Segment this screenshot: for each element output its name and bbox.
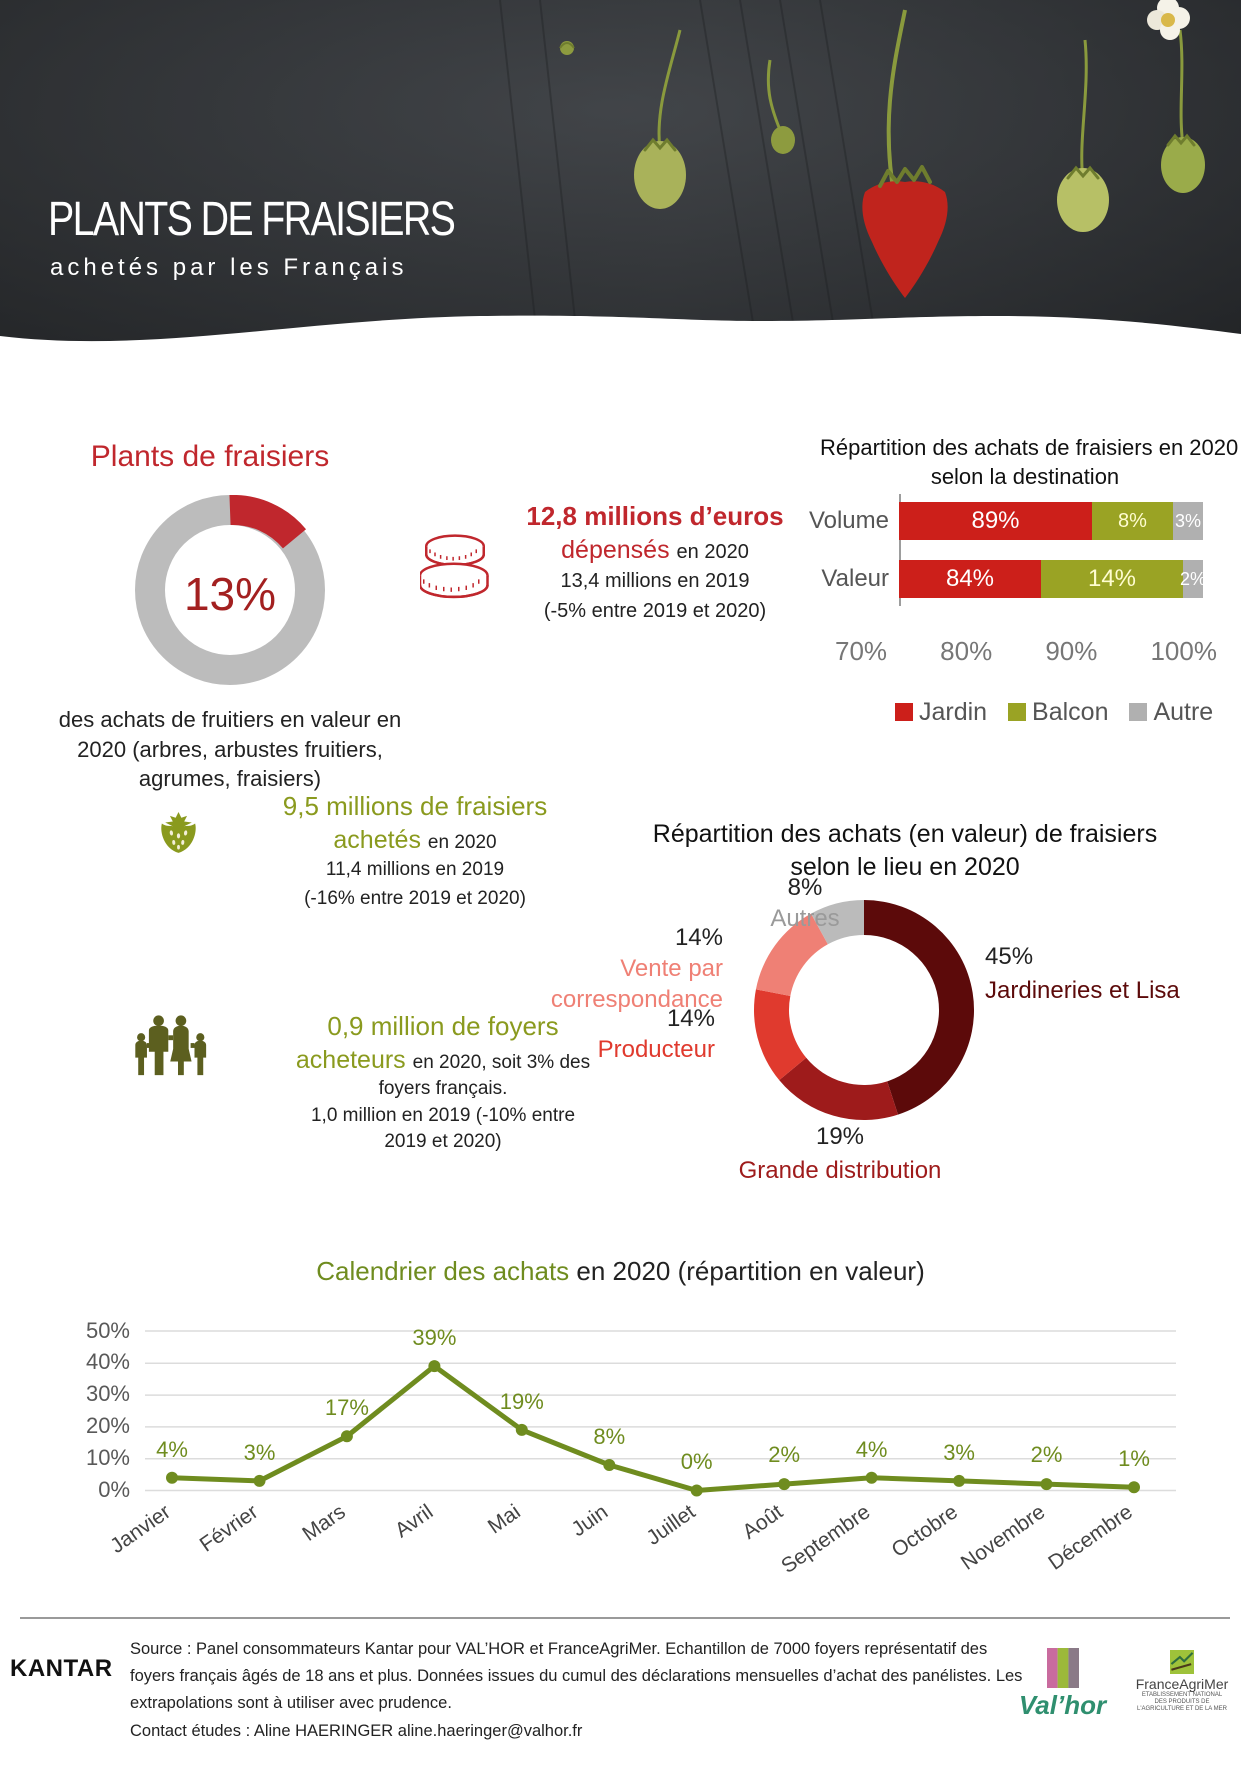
- svg-text:19%: 19%: [500, 1389, 544, 1414]
- svg-text:Décembre: Décembre: [1044, 1500, 1137, 1574]
- svg-text:3%: 3%: [244, 1440, 276, 1465]
- svg-text:17%: 17%: [325, 1395, 369, 1420]
- svg-text:Mai: Mai: [484, 1500, 525, 1538]
- svg-text:8%: 8%: [593, 1424, 625, 1449]
- svg-text:3%: 3%: [943, 1440, 975, 1465]
- svg-text:Juillet: Juillet: [642, 1500, 699, 1550]
- svg-text:40%: 40%: [86, 1349, 130, 1374]
- svg-text:2%: 2%: [1031, 1442, 1063, 1467]
- svg-text:Janvier: Janvier: [106, 1500, 175, 1558]
- svg-text:2%: 2%: [768, 1442, 800, 1467]
- svg-text:30%: 30%: [86, 1381, 130, 1406]
- svg-text:Octobre: Octobre: [888, 1500, 962, 1562]
- svg-text:10%: 10%: [86, 1445, 130, 1470]
- svg-text:Juin: Juin: [567, 1500, 612, 1541]
- svg-text:20%: 20%: [86, 1413, 130, 1438]
- svg-text:Avril: Avril: [391, 1500, 437, 1542]
- svg-text:39%: 39%: [412, 1325, 456, 1350]
- svg-text:4%: 4%: [856, 1437, 888, 1462]
- svg-text:0%: 0%: [98, 1477, 130, 1502]
- svg-text:4%: 4%: [156, 1437, 188, 1462]
- svg-text:50%: 50%: [86, 1318, 130, 1343]
- svg-text:Février: Février: [196, 1500, 263, 1556]
- svg-text:Novembre: Novembre: [957, 1500, 1050, 1574]
- svg-text:1%: 1%: [1118, 1446, 1150, 1471]
- svg-text:Septembre: Septembre: [777, 1500, 874, 1578]
- svg-text:Août: Août: [738, 1500, 787, 1544]
- svg-text:0%: 0%: [681, 1449, 713, 1474]
- svg-text:Mars: Mars: [298, 1500, 349, 1546]
